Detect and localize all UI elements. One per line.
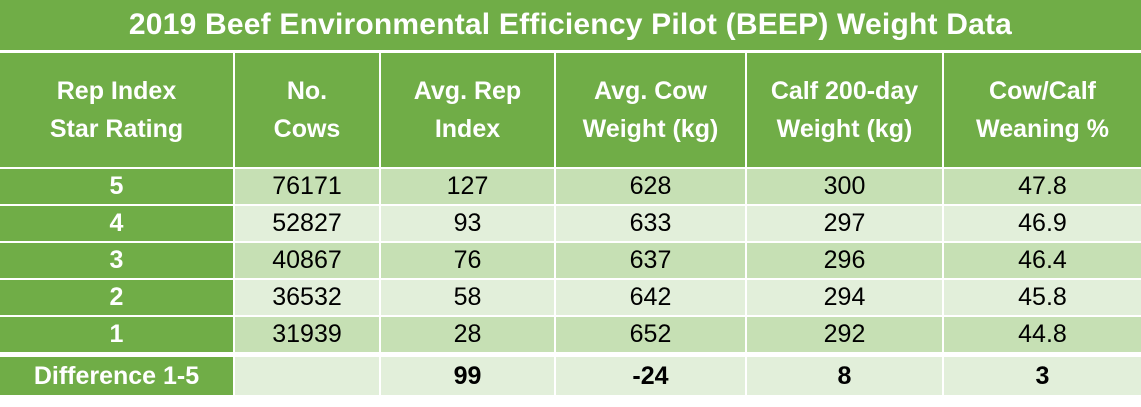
cows-cell — [235, 357, 381, 395]
cow-weight-cell: 628 — [556, 169, 747, 206]
cows-cell: 52827 — [235, 206, 381, 243]
difference-label: Difference 1-5 — [0, 357, 235, 395]
cow-weight-cell: 633 — [556, 206, 747, 243]
header-no-cows: No. Cows — [235, 53, 381, 169]
calf-weight-cell: 294 — [747, 280, 944, 317]
weaning-cell: 46.9 — [944, 206, 1141, 243]
weaning-cell: 46.4 — [944, 243, 1141, 280]
header-avg-rep-index: Avg. Rep Index — [381, 53, 556, 169]
star-rating-cell: 3 — [0, 243, 235, 280]
star-rating-cell: 5 — [0, 169, 235, 206]
calf-weight-cell: 8 — [747, 357, 944, 395]
header-line: Weaning % — [976, 115, 1109, 143]
cow-weight-cell: 642 — [556, 280, 747, 317]
header-star-rating: Rep Index Star Rating — [0, 53, 235, 169]
separator-cell — [381, 354, 556, 357]
separator-cell — [944, 354, 1141, 357]
rep-index-cell: 99 — [381, 357, 556, 395]
cows-cell: 76171 — [235, 169, 381, 206]
separator-cell — [235, 354, 381, 357]
cows-cell: 31939 — [235, 317, 381, 354]
weaning-cell: 47.8 — [944, 169, 1141, 206]
header-line: Weight (kg) — [776, 115, 913, 143]
header-row: Rep Index Star Rating No. Cows Avg. Rep … — [0, 53, 1141, 169]
data-table: Rep Index Star Rating No. Cows Avg. Rep … — [0, 53, 1141, 395]
difference-row: Difference 1-5 99 -24 8 3 — [0, 357, 1141, 395]
table-row: 4 52827 93 633 297 46.9 — [0, 206, 1141, 243]
header-line: Calf 200-day — [770, 77, 919, 105]
header-avg-cow-weight: Avg. Cow Weight (kg) — [556, 53, 747, 169]
table-row: 2 36532 58 642 294 45.8 — [0, 280, 1141, 317]
header-weaning: Cow/Calf Weaning % — [944, 53, 1141, 169]
cow-weight-cell: 637 — [556, 243, 747, 280]
weaning-cell: 45.8 — [944, 280, 1141, 317]
weaning-cell: 3 — [944, 357, 1141, 395]
header-line: Avg. Cow — [594, 77, 707, 105]
row-separator — [0, 354, 1141, 357]
header-line: Avg. Rep — [413, 77, 522, 105]
star-rating-cell: 2 — [0, 280, 235, 317]
calf-weight-cell: 300 — [747, 169, 944, 206]
header-calf-weight: Calf 200-day Weight (kg) — [747, 53, 944, 169]
header-line: Index — [434, 115, 501, 143]
header-line: Weight (kg) — [582, 115, 719, 143]
cows-cell: 40867 — [235, 243, 381, 280]
table-row: 1 31939 28 652 292 44.8 — [0, 317, 1141, 354]
rep-index-cell: 28 — [381, 317, 556, 354]
calf-weight-cell: 297 — [747, 206, 944, 243]
header-line: No. — [286, 77, 328, 105]
header-line: Cows — [273, 115, 341, 143]
header-line: Star Rating — [49, 115, 184, 143]
table-title: 2019 Beef Environmental Efficiency Pilot… — [0, 0, 1141, 50]
header-line: Cow/Calf — [989, 77, 1096, 105]
separator-cell — [747, 354, 944, 357]
table-row: 5 76171 127 628 300 47.8 — [0, 169, 1141, 206]
separator-cell — [556, 354, 747, 357]
calf-weight-cell: 296 — [747, 243, 944, 280]
header-line: Rep Index — [56, 77, 177, 105]
cows-cell: 36532 — [235, 280, 381, 317]
rep-index-cell: 93 — [381, 206, 556, 243]
calf-weight-cell: 292 — [747, 317, 944, 354]
rep-index-cell: 127 — [381, 169, 556, 206]
star-rating-cell: 4 — [0, 206, 235, 243]
table-row: 3 40867 76 637 296 46.4 — [0, 243, 1141, 280]
rep-index-cell: 76 — [381, 243, 556, 280]
cow-weight-cell: 652 — [556, 317, 747, 354]
weaning-cell: 44.8 — [944, 317, 1141, 354]
separator-cell — [0, 354, 235, 357]
cow-weight-cell: -24 — [556, 357, 747, 395]
star-rating-cell: 1 — [0, 317, 235, 354]
rep-index-cell: 58 — [381, 280, 556, 317]
